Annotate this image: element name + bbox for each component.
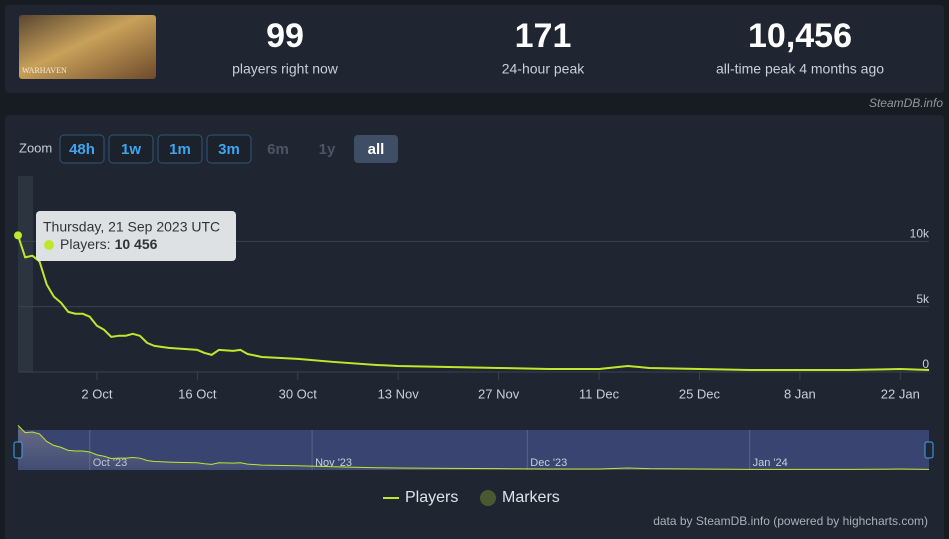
tooltip-value: Players: 10 456: [60, 236, 158, 252]
plot-band: [18, 176, 33, 372]
zoom-button[interactable]: [59, 134, 105, 164]
zoom-button[interactable]: [157, 134, 203, 164]
x-tick-label: 25 Dec: [679, 386, 721, 401]
zoom-button-label: 1y: [319, 141, 336, 158]
navigator-label: Jan '24: [753, 457, 788, 469]
x-tick-label: 13 Nov: [378, 386, 420, 401]
tooltip-number: 10 456: [115, 236, 158, 252]
chart-panel: [5, 115, 944, 539]
zoom-button-label: 6m: [267, 141, 289, 158]
y-tick-label: 10k: [910, 227, 930, 241]
zoom-button-label[interactable]: 48h: [69, 141, 95, 158]
navigator-line: [17, 425, 930, 470]
tooltip-date: Thursday, 21 Sep 2023 UTC: [43, 219, 220, 235]
zoom-button[interactable]: [354, 135, 398, 163]
navigator-handle[interactable]: [924, 441, 934, 459]
stat-label: all-time peak 4 months ago: [716, 61, 884, 77]
x-tick-label: 27 Nov: [478, 386, 520, 401]
navigator-label: Dec '23: [530, 457, 567, 469]
stats-panel: [5, 5, 944, 93]
stat-label: players right now: [232, 61, 339, 77]
source-link[interactable]: SteamDB.info: [869, 96, 943, 110]
zoom-button[interactable]: [108, 134, 154, 164]
zoom-label: Zoom: [19, 140, 52, 155]
legend-symbol[interactable]: [480, 490, 496, 506]
legend-label[interactable]: Players: [405, 489, 458, 506]
zoom-button-label[interactable]: 1w: [121, 141, 141, 158]
game-thumbnail[interactable]: [19, 15, 156, 79]
navigator-handle[interactable]: [13, 441, 23, 459]
navigator-label: Nov '23: [315, 457, 352, 469]
x-tick-label: 11 Dec: [579, 386, 620, 401]
x-tick-label: 8 Jan: [784, 386, 816, 401]
credit[interactable]: data by SteamDB.info (powered by highcha…: [653, 514, 928, 528]
stat-label: 24-hour peak: [502, 61, 586, 77]
tooltip-box: [36, 211, 236, 261]
y-tick-label: 0: [922, 357, 929, 371]
zoom-button-label[interactable]: 1m: [169, 141, 191, 158]
stat-value: 10,456: [748, 17, 852, 55]
zoom-button-label[interactable]: 3m: [218, 141, 240, 158]
hover-point: [14, 231, 22, 240]
y-tick-label: 5k: [916, 292, 930, 306]
stat-value: 171: [515, 17, 572, 55]
x-tick-label: 22 Jan: [881, 386, 920, 401]
legend-label[interactable]: Markers: [502, 489, 560, 506]
series-line: [17, 235, 930, 372]
x-tick-label: 2 Oct: [81, 386, 112, 401]
x-tick-label: 30 Oct: [279, 386, 318, 401]
thumbnail-text: WARHAVEN: [22, 66, 67, 75]
navigator-area: [18, 425, 929, 470]
zoom-button-label[interactable]: all: [368, 141, 385, 158]
tooltip-dot: [44, 240, 54, 250]
stat-value: 99: [266, 17, 304, 55]
tooltip-series: Players:: [60, 236, 111, 252]
x-tick-label: 16 Oct: [178, 386, 217, 401]
zoom-button[interactable]: [206, 134, 252, 164]
